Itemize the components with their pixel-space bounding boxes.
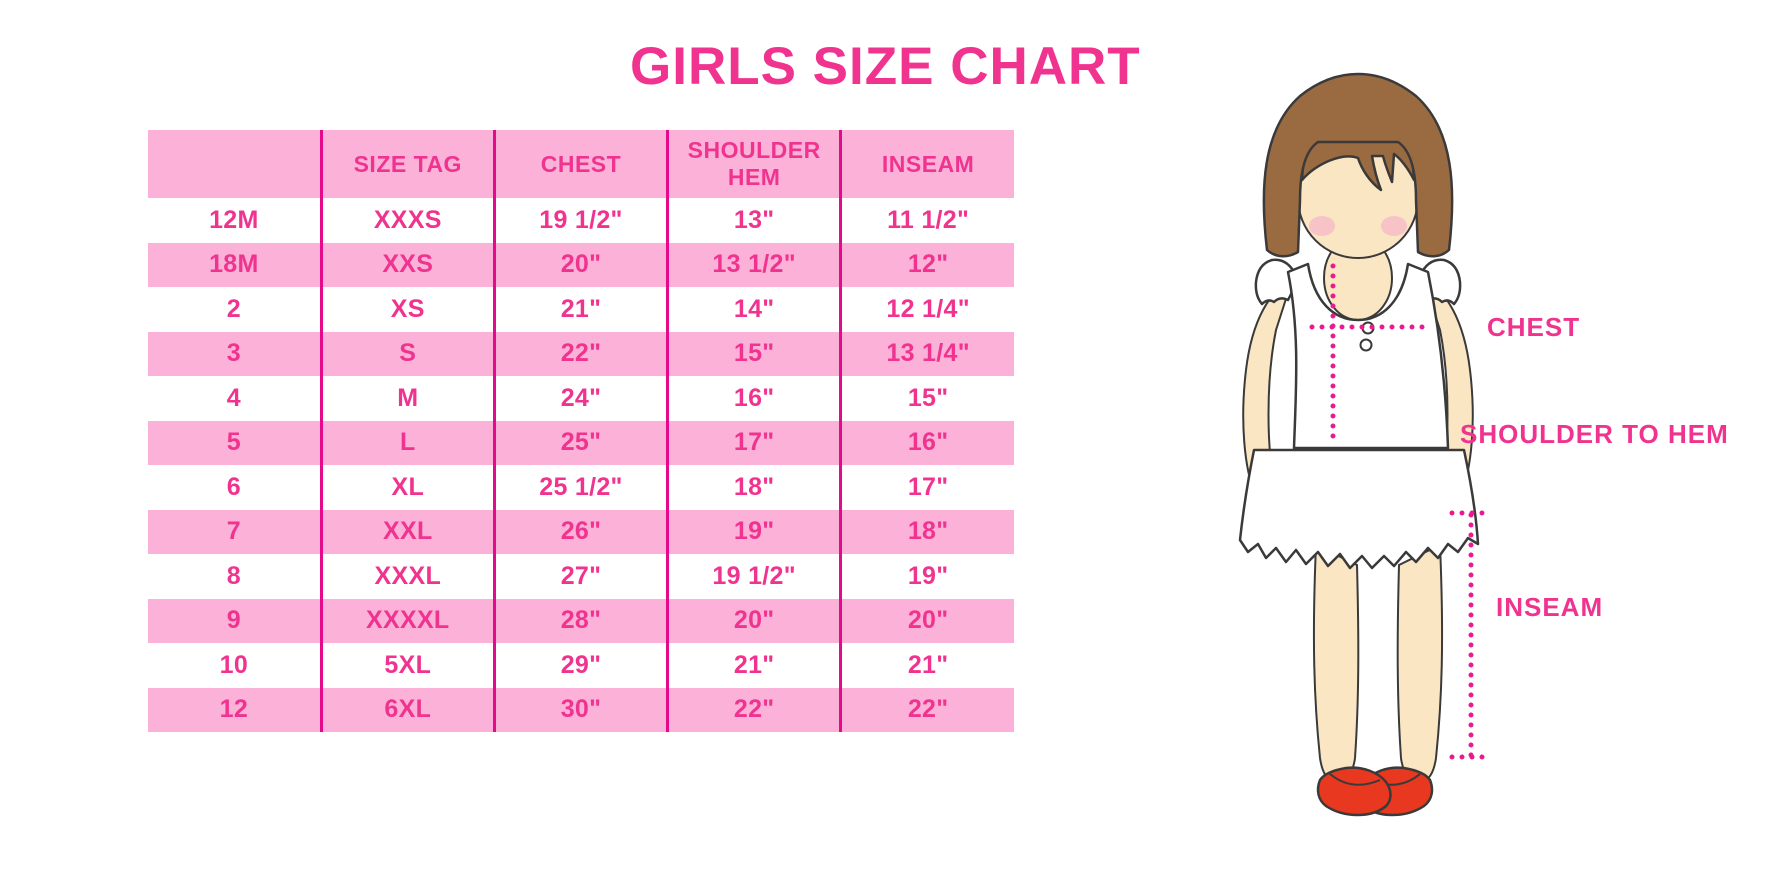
hair xyxy=(1262,72,1454,258)
table-cell: 19 1/2" xyxy=(492,198,668,243)
left-shoe xyxy=(1316,766,1392,817)
table-cell: XXXXL xyxy=(319,598,495,643)
table-cell: 12M xyxy=(209,205,259,234)
table-cell: 29" xyxy=(492,643,668,688)
left-shoe-strap xyxy=(1329,773,1381,786)
right-blush xyxy=(1381,216,1407,236)
size-table-header: SIZE TAG CHEST SHOULDER HEM INSEAM xyxy=(148,130,1014,198)
table-row: 6 XL 25 1/2" 18" 17" xyxy=(148,465,1014,510)
table-cell: 15" xyxy=(666,331,841,376)
table-row: 5 L 25" 17" 16" xyxy=(148,420,1014,465)
table-cell: 21" xyxy=(666,643,841,688)
table-row: 9 XXXXL 28" 20" 20" xyxy=(148,598,1014,643)
left-blush xyxy=(1309,216,1335,236)
table-cell: 11 1/2" xyxy=(839,198,1014,243)
table-cell: 22" xyxy=(492,331,668,376)
right-leg xyxy=(1396,543,1444,784)
table-cell: 25 1/2" xyxy=(492,465,668,510)
table-cell: 14" xyxy=(666,287,841,332)
table-cell: 28" xyxy=(492,598,668,643)
table-cell: 2 xyxy=(226,294,241,323)
table-cell: 12 xyxy=(148,687,322,732)
table-cell: 7 xyxy=(148,509,322,554)
header-row: SIZE TAG CHEST SHOULDER HEM INSEAM xyxy=(148,130,1014,198)
table-cell: 18" xyxy=(839,509,1014,554)
table-row: 7 XXL 26" 19" 18" xyxy=(148,509,1014,554)
table-cell: 16" xyxy=(839,420,1014,465)
table-cell: 16" xyxy=(666,376,841,421)
table-row: 12 6XL 30" 22" 22" xyxy=(148,687,1014,732)
table-row: 2 XS 21" 14" 12 1/4" xyxy=(148,287,1014,332)
table-cell: 17" xyxy=(839,465,1014,510)
page-title: GIRLS SIZE CHART xyxy=(630,37,1141,96)
table-cell: 25" xyxy=(492,420,668,465)
column-header-size xyxy=(148,130,322,198)
table-cell: 21" xyxy=(492,287,668,332)
inseam-label: INSEAM xyxy=(1496,592,1604,622)
table-cell: 4 xyxy=(226,383,241,412)
table-cell: 13 1/4" xyxy=(839,331,1014,376)
table-cell: S xyxy=(319,331,495,376)
table-cell: 12 1/4" xyxy=(839,287,1014,332)
table-cell: 6XL xyxy=(319,687,495,732)
column-header-size-tag: SIZE TAG xyxy=(319,130,495,198)
table-row: 4 M 24" 16" 15" xyxy=(148,376,1014,421)
table-cell: XXS xyxy=(319,242,495,287)
table-cell: 19 1/2" xyxy=(666,554,841,599)
table-cell: 13" xyxy=(666,198,841,243)
table-cell: 20" xyxy=(492,242,668,287)
table-cell: 18M xyxy=(148,242,322,287)
left-shoulder-ruffle xyxy=(1254,258,1298,306)
table-cell: XXL xyxy=(319,509,495,554)
table-cell: 15" xyxy=(839,376,1014,421)
shoulder-to-hem-label: SHOULDER TO HEM xyxy=(1460,419,1729,449)
table-cell: 19" xyxy=(839,554,1014,599)
table-cell: 19" xyxy=(666,509,841,554)
column-header-shoulder-hem: SHOULDER HEM xyxy=(666,130,841,198)
table-cell: 9 xyxy=(148,598,322,643)
table-cell: 6 xyxy=(226,472,241,501)
table-cell: 13 1/2" xyxy=(666,242,841,287)
table-cell: 22" xyxy=(666,687,841,732)
column-header-chest: CHEST xyxy=(492,130,668,198)
table-cell: 27" xyxy=(492,554,668,599)
table-row: 10 5XL 29" 21" 21" xyxy=(148,643,1014,688)
table-cell: XL xyxy=(319,465,495,510)
table-row: 12M XXXS 19 1/2" 13" 11 1/2" xyxy=(148,198,1014,243)
table-row: 3 S 22" 15" 13 1/4" xyxy=(148,331,1014,376)
table-cell: 26" xyxy=(492,509,668,554)
table-cell: XXXL xyxy=(319,554,495,599)
dress-button-bottom xyxy=(1359,338,1373,352)
table-cell: 17" xyxy=(666,420,841,465)
table-cell: 20" xyxy=(666,598,841,643)
chest-label: CHEST xyxy=(1487,312,1581,342)
table-cell: 5XL xyxy=(319,643,495,688)
left-leg xyxy=(1312,543,1360,784)
table-cell: XS xyxy=(319,287,495,332)
dress-skirt xyxy=(1238,448,1480,570)
table-cell: 5 xyxy=(148,420,322,465)
table-cell: L xyxy=(319,420,495,465)
girl-illustration xyxy=(1238,72,1493,817)
dress-bodice xyxy=(1286,262,1450,450)
table-cell: 10 xyxy=(219,650,249,679)
table-row: 8 XXXL 27" 19 1/2" 19" xyxy=(148,554,1014,599)
table-cell: 12" xyxy=(839,242,1014,287)
table-cell: 22" xyxy=(839,687,1014,732)
table-cell: M xyxy=(319,376,495,421)
column-header-inseam: INSEAM xyxy=(839,130,1014,198)
table-cell: XXXS xyxy=(319,198,495,243)
table-row: 18M XXS 20" 13 1/2" 12" xyxy=(148,242,1014,287)
table-cell: 8 xyxy=(226,561,241,590)
size-table-body: 12M XXXS 19 1/2" 13" 11 1/2" 18M XXS 20" 13 1/2"… xyxy=(148,198,1014,732)
size-table: SIZE TAG CHEST SHOULDER HEM INSEAM 12M XX… xyxy=(148,130,1014,732)
table-cell: 30" xyxy=(492,687,668,732)
table-cell: 3 xyxy=(148,331,322,376)
table-cell: 18" xyxy=(666,465,841,510)
table-cell: 20" xyxy=(839,598,1014,643)
table-cell: 24" xyxy=(492,376,668,421)
table-cell: 21" xyxy=(839,643,1014,688)
